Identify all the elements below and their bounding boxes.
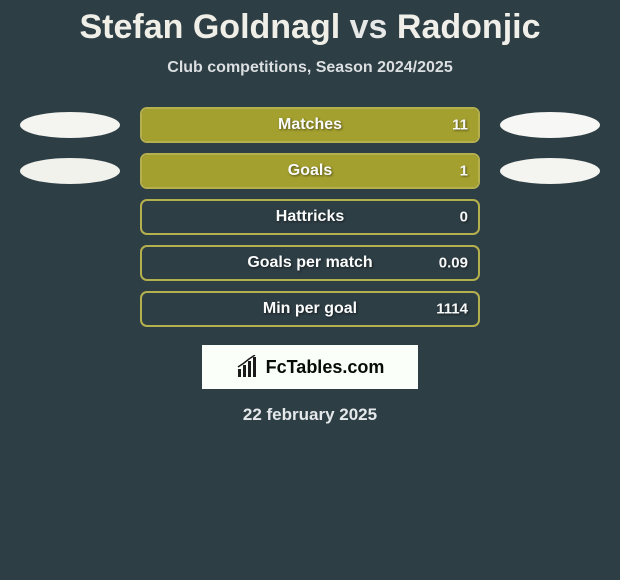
stat-bar: Min per goal 1114 xyxy=(140,291,480,327)
stat-label: Matches xyxy=(278,116,342,134)
brand-badge[interactable]: FcTables.com xyxy=(202,345,418,389)
stat-row: Goals 1 xyxy=(0,153,620,189)
stat-bar: Matches 11 xyxy=(140,107,480,143)
stat-label: Min per goal xyxy=(263,300,357,318)
stat-row: Hattricks 0 xyxy=(0,199,620,235)
player1-marker xyxy=(20,204,120,230)
stat-label: Goals xyxy=(288,162,332,180)
stat-comparison-card: Stefan Goldnagl vs Radonjic Club competi… xyxy=(0,0,620,425)
stat-bar: Goals 1 xyxy=(140,153,480,189)
player2-marker xyxy=(500,250,600,276)
stat-label: Hattricks xyxy=(276,208,344,226)
stat-value: 0 xyxy=(460,209,468,226)
stat-row: Matches 11 xyxy=(0,107,620,143)
subtitle: Club competitions, Season 2024/2025 xyxy=(0,59,620,77)
player2-marker xyxy=(500,112,600,138)
stat-value: 1 xyxy=(460,163,468,180)
player1-marker xyxy=(20,112,120,138)
stat-value: 0.09 xyxy=(439,255,468,272)
player1-marker xyxy=(20,250,120,276)
player1-name: Stefan Goldnagl xyxy=(80,8,341,46)
player1-marker xyxy=(20,296,120,322)
date-text: 22 february 2025 xyxy=(0,405,620,425)
stat-value: 11 xyxy=(452,117,468,134)
player2-marker xyxy=(500,296,600,322)
player2-marker xyxy=(500,204,600,230)
brand-text: FcTables.com xyxy=(266,357,385,378)
stat-bar: Goals per match 0.09 xyxy=(140,245,480,281)
stat-row: Min per goal 1114 xyxy=(0,291,620,327)
vs-text: vs xyxy=(350,8,388,46)
player2-name: Radonjic xyxy=(397,8,541,46)
stat-bar: Hattricks 0 xyxy=(140,199,480,235)
player1-marker xyxy=(20,158,120,184)
title: Stefan Goldnagl vs Radonjic xyxy=(0,8,620,47)
stat-row: Goals per match 0.09 xyxy=(0,245,620,281)
stat-rows: Matches 11 Goals 1 Hattricks 0 Goals per match… xyxy=(0,107,620,327)
chart-icon xyxy=(236,355,260,379)
stat-value: 1114 xyxy=(436,301,468,318)
player2-marker xyxy=(500,158,600,184)
stat-label: Goals per match xyxy=(247,254,372,272)
